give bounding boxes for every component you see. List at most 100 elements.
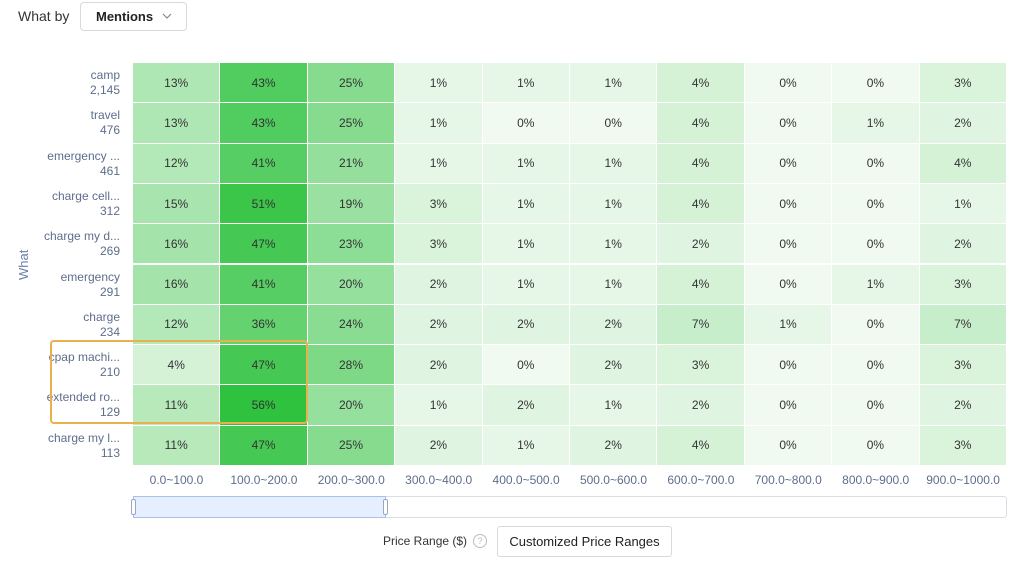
heatmap-cell[interactable]: 11% xyxy=(133,385,220,425)
slider-handle-right[interactable] xyxy=(383,499,388,515)
heatmap-cell[interactable]: 56% xyxy=(220,385,307,425)
heatmap-cell[interactable]: 24% xyxy=(307,304,395,345)
heatmap-cell[interactable]: 1% xyxy=(570,63,657,103)
heatmap-cell[interactable]: 3% xyxy=(919,63,1006,103)
heatmap-cell[interactable]: 3% xyxy=(919,345,1006,385)
heatmap-cell[interactable]: 0% xyxy=(744,264,832,304)
heatmap-cell[interactable]: 20% xyxy=(307,385,395,425)
heatmap-cell[interactable]: 1% xyxy=(832,264,919,304)
heatmap-cell[interactable]: 11% xyxy=(133,425,220,465)
heatmap-cell[interactable]: 43% xyxy=(220,103,307,143)
heatmap-cell[interactable]: 28% xyxy=(307,345,395,385)
heatmap-cell[interactable]: 15% xyxy=(133,183,220,224)
heatmap-cell[interactable]: 47% xyxy=(220,345,307,385)
heatmap-cell[interactable]: 4% xyxy=(657,425,744,465)
heatmap-cell[interactable]: 41% xyxy=(220,143,307,183)
heatmap-cell[interactable]: 13% xyxy=(133,63,220,103)
heatmap-cell[interactable]: 16% xyxy=(133,264,220,304)
heatmap-cell[interactable]: 2% xyxy=(657,224,744,264)
heatmap-cell[interactable]: 7% xyxy=(657,304,744,345)
heatmap-cell[interactable]: 1% xyxy=(570,264,657,304)
what-by-dropdown[interactable]: Mentions xyxy=(80,2,187,31)
heatmap-cell[interactable]: 1% xyxy=(395,143,482,183)
heatmap-cell[interactable]: 25% xyxy=(307,103,395,143)
heatmap-cell[interactable]: 4% xyxy=(657,264,744,304)
heatmap-cell[interactable]: 3% xyxy=(657,345,744,385)
heatmap-cell[interactable]: 0% xyxy=(832,183,919,224)
heatmap-cell[interactable]: 0% xyxy=(832,143,919,183)
heatmap-cell[interactable]: 47% xyxy=(220,224,307,264)
heatmap-cell[interactable]: 0% xyxy=(570,103,657,143)
heatmap-cell[interactable]: 2% xyxy=(395,345,482,385)
heatmap-cell[interactable]: 19% xyxy=(307,183,395,224)
heatmap-cell[interactable]: 0% xyxy=(482,345,569,385)
heatmap-cell[interactable]: 2% xyxy=(919,385,1006,425)
heatmap-cell[interactable]: 0% xyxy=(832,224,919,264)
heatmap-cell[interactable]: 36% xyxy=(220,304,307,345)
heatmap-cell[interactable]: 2% xyxy=(919,103,1006,143)
heatmap-cell[interactable]: 4% xyxy=(657,183,744,224)
heatmap-cell[interactable]: 16% xyxy=(133,224,220,264)
heatmap-cell[interactable]: 1% xyxy=(744,304,832,345)
help-icon[interactable]: ? xyxy=(473,534,488,548)
heatmap-cell[interactable]: 0% xyxy=(482,103,569,143)
heatmap-cell[interactable]: 0% xyxy=(832,425,919,465)
heatmap-cell[interactable]: 0% xyxy=(744,425,832,465)
heatmap-cell[interactable]: 2% xyxy=(570,425,657,465)
heatmap-cell[interactable]: 41% xyxy=(220,264,307,304)
heatmap-cell[interactable]: 3% xyxy=(395,183,482,224)
heatmap-cell[interactable]: 20% xyxy=(307,264,395,304)
heatmap-cell[interactable]: 0% xyxy=(744,103,832,143)
heatmap-cell[interactable]: 1% xyxy=(482,143,569,183)
heatmap-cell[interactable]: 1% xyxy=(570,143,657,183)
heatmap-cell[interactable]: 21% xyxy=(307,143,395,183)
heatmap-cell[interactable]: 0% xyxy=(744,63,832,103)
heatmap-cell[interactable]: 1% xyxy=(482,224,569,264)
slider-handle-left[interactable] xyxy=(131,499,136,515)
heatmap-cell[interactable]: 2% xyxy=(395,425,482,465)
customized-price-ranges-button[interactable]: Customized Price Ranges xyxy=(497,526,672,557)
heatmap-cell[interactable]: 3% xyxy=(919,425,1006,465)
heatmap-cell[interactable]: 1% xyxy=(482,183,569,224)
heatmap-cell[interactable]: 1% xyxy=(482,264,569,304)
heatmap-cell[interactable]: 4% xyxy=(657,63,744,103)
heatmap-cell[interactable]: 2% xyxy=(570,345,657,385)
heatmap-cell[interactable]: 2% xyxy=(919,224,1006,264)
heatmap-cell[interactable]: 2% xyxy=(395,304,482,345)
heatmap-cell[interactable]: 0% xyxy=(744,345,832,385)
heatmap-cell[interactable]: 51% xyxy=(220,183,307,224)
heatmap-cell[interactable]: 1% xyxy=(395,63,482,103)
heatmap-cell[interactable]: 3% xyxy=(395,224,482,264)
heatmap-cell[interactable]: 0% xyxy=(744,183,832,224)
heatmap-cell[interactable]: 1% xyxy=(570,183,657,224)
heatmap-cell[interactable]: 0% xyxy=(832,63,919,103)
heatmap-cell[interactable]: 2% xyxy=(657,385,744,425)
heatmap-cell[interactable]: 4% xyxy=(133,345,220,385)
heatmap-cell[interactable]: 25% xyxy=(307,63,395,103)
heatmap-cell[interactable]: 3% xyxy=(919,264,1006,304)
heatmap-cell[interactable]: 0% xyxy=(832,385,919,425)
heatmap-cell[interactable]: 2% xyxy=(482,304,569,345)
heatmap-cell[interactable]: 1% xyxy=(482,425,569,465)
heatmap-cell[interactable]: 0% xyxy=(744,385,832,425)
heatmap-cell[interactable]: 2% xyxy=(570,304,657,345)
heatmap-cell[interactable]: 4% xyxy=(919,143,1006,183)
heatmap-cell[interactable]: 43% xyxy=(220,63,307,103)
heatmap-cell[interactable]: 1% xyxy=(482,63,569,103)
heatmap-cell[interactable]: 0% xyxy=(744,143,832,183)
heatmap-cell[interactable]: 4% xyxy=(657,143,744,183)
heatmap-cell[interactable]: 0% xyxy=(832,345,919,385)
heatmap-cell[interactable]: 12% xyxy=(133,304,220,345)
heatmap-cell[interactable]: 0% xyxy=(744,224,832,264)
heatmap-cell[interactable]: 4% xyxy=(657,103,744,143)
heatmap-cell[interactable]: 1% xyxy=(395,385,482,425)
heatmap-cell[interactable]: 2% xyxy=(395,264,482,304)
heatmap-cell[interactable]: 1% xyxy=(570,224,657,264)
heatmap-cell[interactable]: 0% xyxy=(832,304,919,345)
heatmap-cell[interactable]: 12% xyxy=(133,143,220,183)
heatmap-cell[interactable]: 1% xyxy=(395,103,482,143)
heatmap-cell[interactable]: 1% xyxy=(570,385,657,425)
heatmap-cell[interactable]: 7% xyxy=(919,304,1006,345)
heatmap-cell[interactable]: 2% xyxy=(482,385,569,425)
heatmap-cell[interactable]: 47% xyxy=(220,425,307,465)
